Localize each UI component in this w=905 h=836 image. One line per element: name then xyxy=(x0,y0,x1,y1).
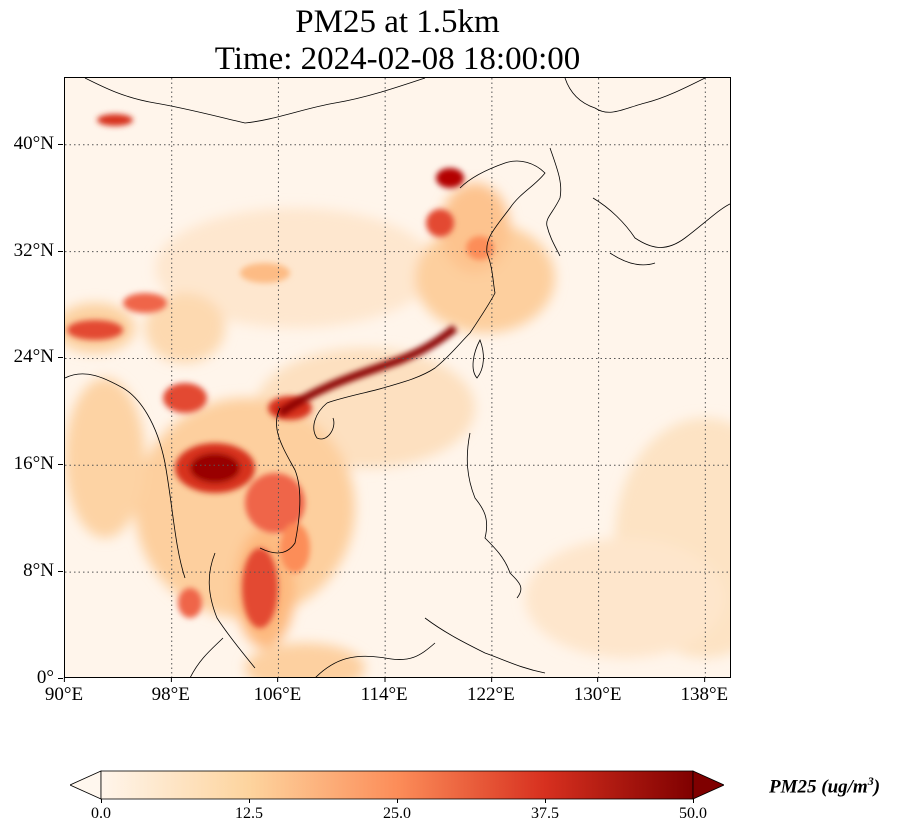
map-plot-area[interactable] xyxy=(64,77,731,678)
lon-tick-label: 138°E xyxy=(680,677,729,705)
colorbar-tick-label: 50.0 xyxy=(679,799,707,822)
map-title-line-1: PM25 at 1.5km xyxy=(295,4,500,40)
lat-tick-label: 16°N xyxy=(13,453,64,475)
colorbar-extend-high xyxy=(692,770,725,800)
lat-tick-label: 0° xyxy=(36,667,64,688)
colorbar-label: PM25 (ug/m3) xyxy=(769,774,881,798)
pm25-field-high xyxy=(67,114,494,628)
lon-tick-label: 90°E xyxy=(44,677,84,705)
lon-tick-label: 114°E xyxy=(360,677,408,705)
colorbar-tick-label: 37.5 xyxy=(531,799,559,822)
lon-tick-label: 106°E xyxy=(253,677,302,705)
colorbar-gradient xyxy=(100,770,694,800)
lat-tick-label: 40°N xyxy=(13,132,64,154)
pm25-field-light xyxy=(65,183,730,677)
colorbar-extend-low xyxy=(69,770,102,800)
lat-tick-label: 8°N xyxy=(23,560,63,582)
pm25-field-map xyxy=(65,78,730,677)
lon-tick-label: 122°E xyxy=(467,677,515,705)
lat-tick-label: 32°N xyxy=(13,239,64,261)
map-gridlines xyxy=(65,78,730,677)
colorbar-tick-label: 0.0 xyxy=(91,799,111,822)
colorbar-tick-label: 12.5 xyxy=(235,799,263,822)
map-title-line-2: Time: 2024-02-08 18:00:00 xyxy=(214,41,581,77)
coastlines xyxy=(65,78,730,677)
colorbar xyxy=(69,770,725,800)
lon-tick-label: 98°E xyxy=(151,677,190,705)
colorbar-tick-label: 25.0 xyxy=(383,799,411,822)
lat-tick-label: 24°N xyxy=(13,346,64,368)
lon-tick-label: 130°E xyxy=(573,677,622,705)
